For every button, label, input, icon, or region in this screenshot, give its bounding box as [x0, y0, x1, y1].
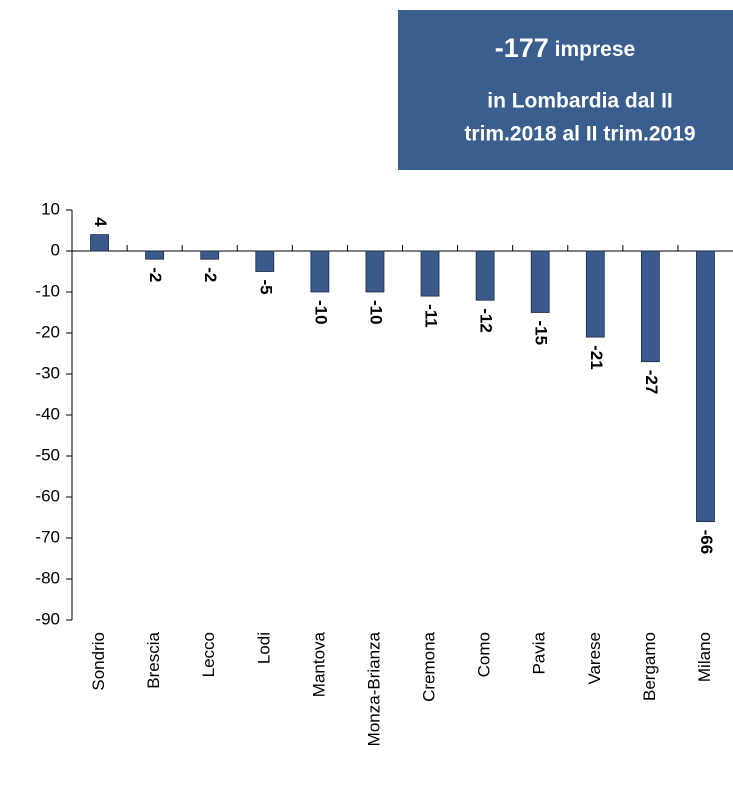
value-label: -10 [311, 300, 330, 325]
value-label: -11 [422, 304, 441, 328]
y-tick-label: -90 [35, 609, 60, 628]
x-tick-label: Lodi [254, 632, 273, 664]
value-label: -12 [477, 308, 496, 333]
annotation-text: imprese [555, 38, 636, 61]
y-tick-label: -20 [35, 322, 60, 341]
x-tick-label: Varese [585, 632, 604, 685]
bar [640, 250, 660, 363]
value-label: 4 [91, 217, 110, 227]
x-tick-label: Sondrio [89, 632, 108, 691]
x-tick-label: Milano [695, 632, 714, 682]
x-tick-label: Monza-Brianza [364, 631, 383, 746]
x-tick-label: Lecco [199, 632, 218, 677]
y-tick-label: -70 [35, 527, 60, 546]
annotation-highlight: -177 [495, 33, 549, 63]
y-tick-label: -80 [35, 568, 60, 587]
y-tick-label: 10 [41, 199, 60, 218]
bar [365, 250, 385, 293]
value-label: -15 [532, 321, 551, 346]
value-label: -27 [642, 370, 661, 395]
x-tick-label: Pavia [530, 631, 549, 674]
y-tick-label: -60 [35, 486, 60, 505]
bar [475, 250, 495, 301]
annotation-line: in Lombardia dal II [487, 90, 673, 113]
y-tick-label: -50 [35, 445, 60, 464]
y-tick-label: 0 [51, 240, 60, 259]
bar [255, 250, 275, 272]
x-tick-label: Mantova [309, 631, 328, 697]
value-label: -2 [146, 267, 165, 282]
x-tick-label: Como [475, 632, 494, 677]
bar [420, 250, 440, 297]
bar [310, 250, 330, 293]
bar [200, 250, 220, 260]
bar [145, 250, 165, 260]
y-tick-label: -40 [35, 404, 60, 423]
bar [530, 250, 550, 313]
y-tick-label: -10 [35, 281, 60, 300]
bar [696, 250, 715, 523]
bar [585, 250, 605, 338]
value-label: -66 [697, 530, 716, 555]
value-label: -5 [256, 280, 275, 295]
value-label: -21 [587, 345, 606, 370]
annotation-line: trim.2018 al II trim.2019 [464, 123, 695, 146]
value-label: -10 [366, 300, 385, 325]
y-tick-label: -30 [35, 363, 60, 382]
x-tick-label: Cremona [420, 631, 439, 701]
value-label: -2 [201, 267, 220, 282]
x-tick-label: Brescia [144, 631, 163, 688]
annotation-line: -177 imprese [495, 33, 635, 63]
x-tick-label: Bergamo [640, 632, 659, 701]
annotation-box [398, 10, 733, 170]
bar [90, 234, 109, 252]
